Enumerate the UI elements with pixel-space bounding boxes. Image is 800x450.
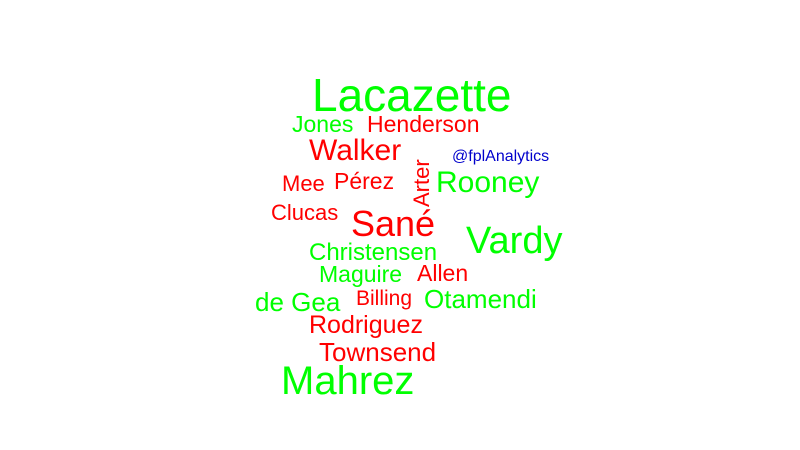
word-otamendi: Otamendi (424, 284, 537, 314)
word-perez: Pérez (334, 168, 395, 194)
word-jones: Jones (292, 111, 354, 137)
word-maguire: Maguire (319, 261, 403, 287)
word-allen: Allen (417, 260, 469, 286)
twitter-handle: @fplAnalytics (452, 148, 550, 165)
word-mahrez: Mahrez (281, 359, 415, 403)
word-billing: Billing (356, 287, 413, 310)
word-lacazette: Lacazette (312, 69, 512, 121)
word-rooney: Rooney (436, 166, 540, 199)
word-rodriguez: Rodriguez (309, 311, 423, 339)
word-christensen: Christensen (309, 239, 438, 266)
word-henderson: Henderson (367, 111, 480, 137)
word-sane: Sané (351, 203, 436, 244)
word-townsend: Townsend (319, 337, 437, 367)
word-de-gea: de Gea (255, 287, 341, 317)
word-arter: Arter (409, 159, 434, 207)
word-clucas: Clucas (271, 200, 339, 225)
word-mee: Mee (282, 171, 325, 196)
word-vardy: Vardy (466, 220, 563, 262)
word-walker: Walker (309, 134, 402, 167)
